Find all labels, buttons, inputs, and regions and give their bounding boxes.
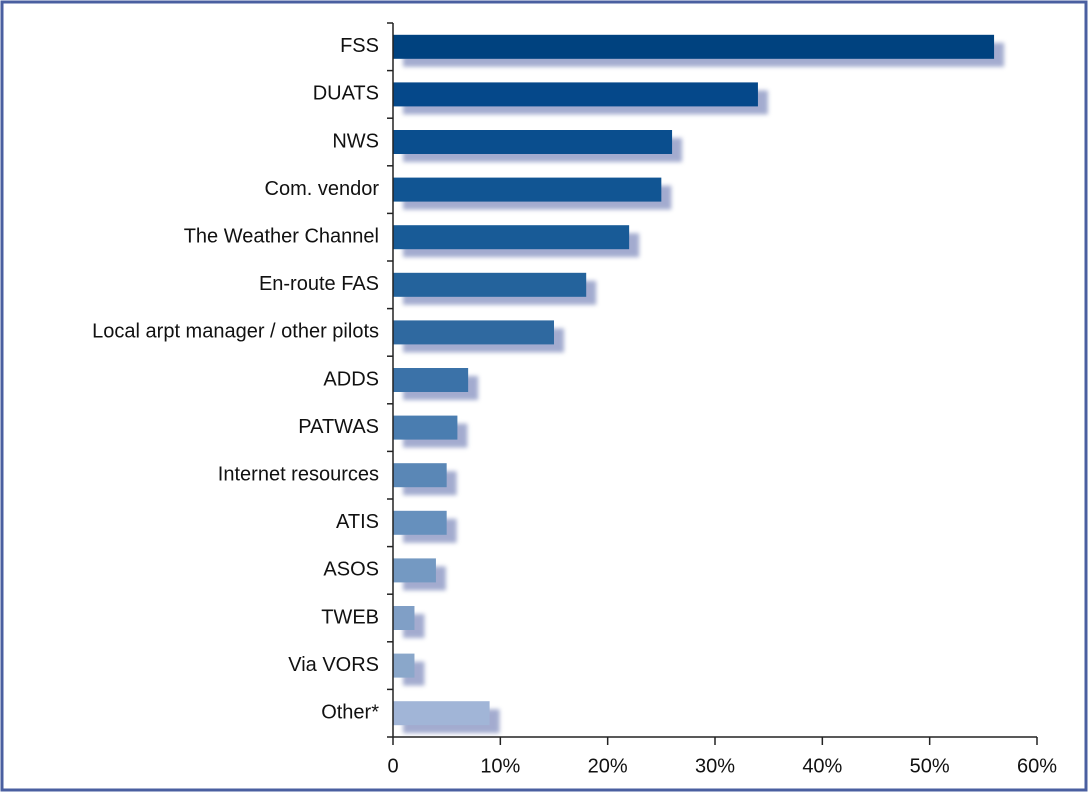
- y-tick-label: ASOS: [323, 559, 379, 581]
- y-tick-label: Internet resources: [218, 463, 379, 485]
- x-tick-label: 10%: [480, 755, 520, 777]
- bar: [393, 606, 415, 630]
- y-tick-label: En-route FAS: [259, 273, 379, 295]
- bar: [393, 225, 630, 250]
- x-tick-label: 0: [387, 755, 398, 777]
- y-tick-label: Via VORS: [288, 654, 379, 676]
- bar: [393, 34, 995, 59]
- x-tick-label: 60%: [1017, 755, 1057, 777]
- bar: [393, 130, 673, 154]
- bar: [393, 177, 662, 202]
- bar: [393, 463, 447, 488]
- y-tick-label: Other*: [321, 701, 379, 723]
- bar: [393, 272, 587, 297]
- y-tick-label: ATIS: [336, 511, 379, 533]
- y-tick-label: NWS: [332, 130, 379, 152]
- x-tick-label: 50%: [910, 755, 950, 777]
- bar: [393, 701, 490, 726]
- y-tick-label: The Weather Channel: [184, 225, 379, 247]
- bar: [393, 510, 447, 535]
- x-tick-label: 30%: [695, 755, 735, 777]
- bar: [393, 653, 415, 678]
- y-tick-label: DUATS: [313, 83, 379, 105]
- bar: [393, 558, 436, 583]
- bar: [393, 320, 554, 345]
- x-tick-label: 40%: [802, 755, 842, 777]
- y-tick-label: Local arpt manager / other pilots: [92, 321, 379, 343]
- x-tick-label: 20%: [588, 755, 628, 777]
- y-tick-label: Com. vendor: [265, 178, 380, 200]
- bar: [393, 368, 469, 392]
- y-tick-label: FSS: [340, 35, 379, 57]
- bar: [393, 415, 458, 440]
- bar: [393, 82, 758, 107]
- y-tick-label: PATWAS: [298, 416, 379, 438]
- y-tick-label: ADDS: [323, 368, 379, 390]
- y-tick-label: TWEB: [321, 606, 379, 628]
